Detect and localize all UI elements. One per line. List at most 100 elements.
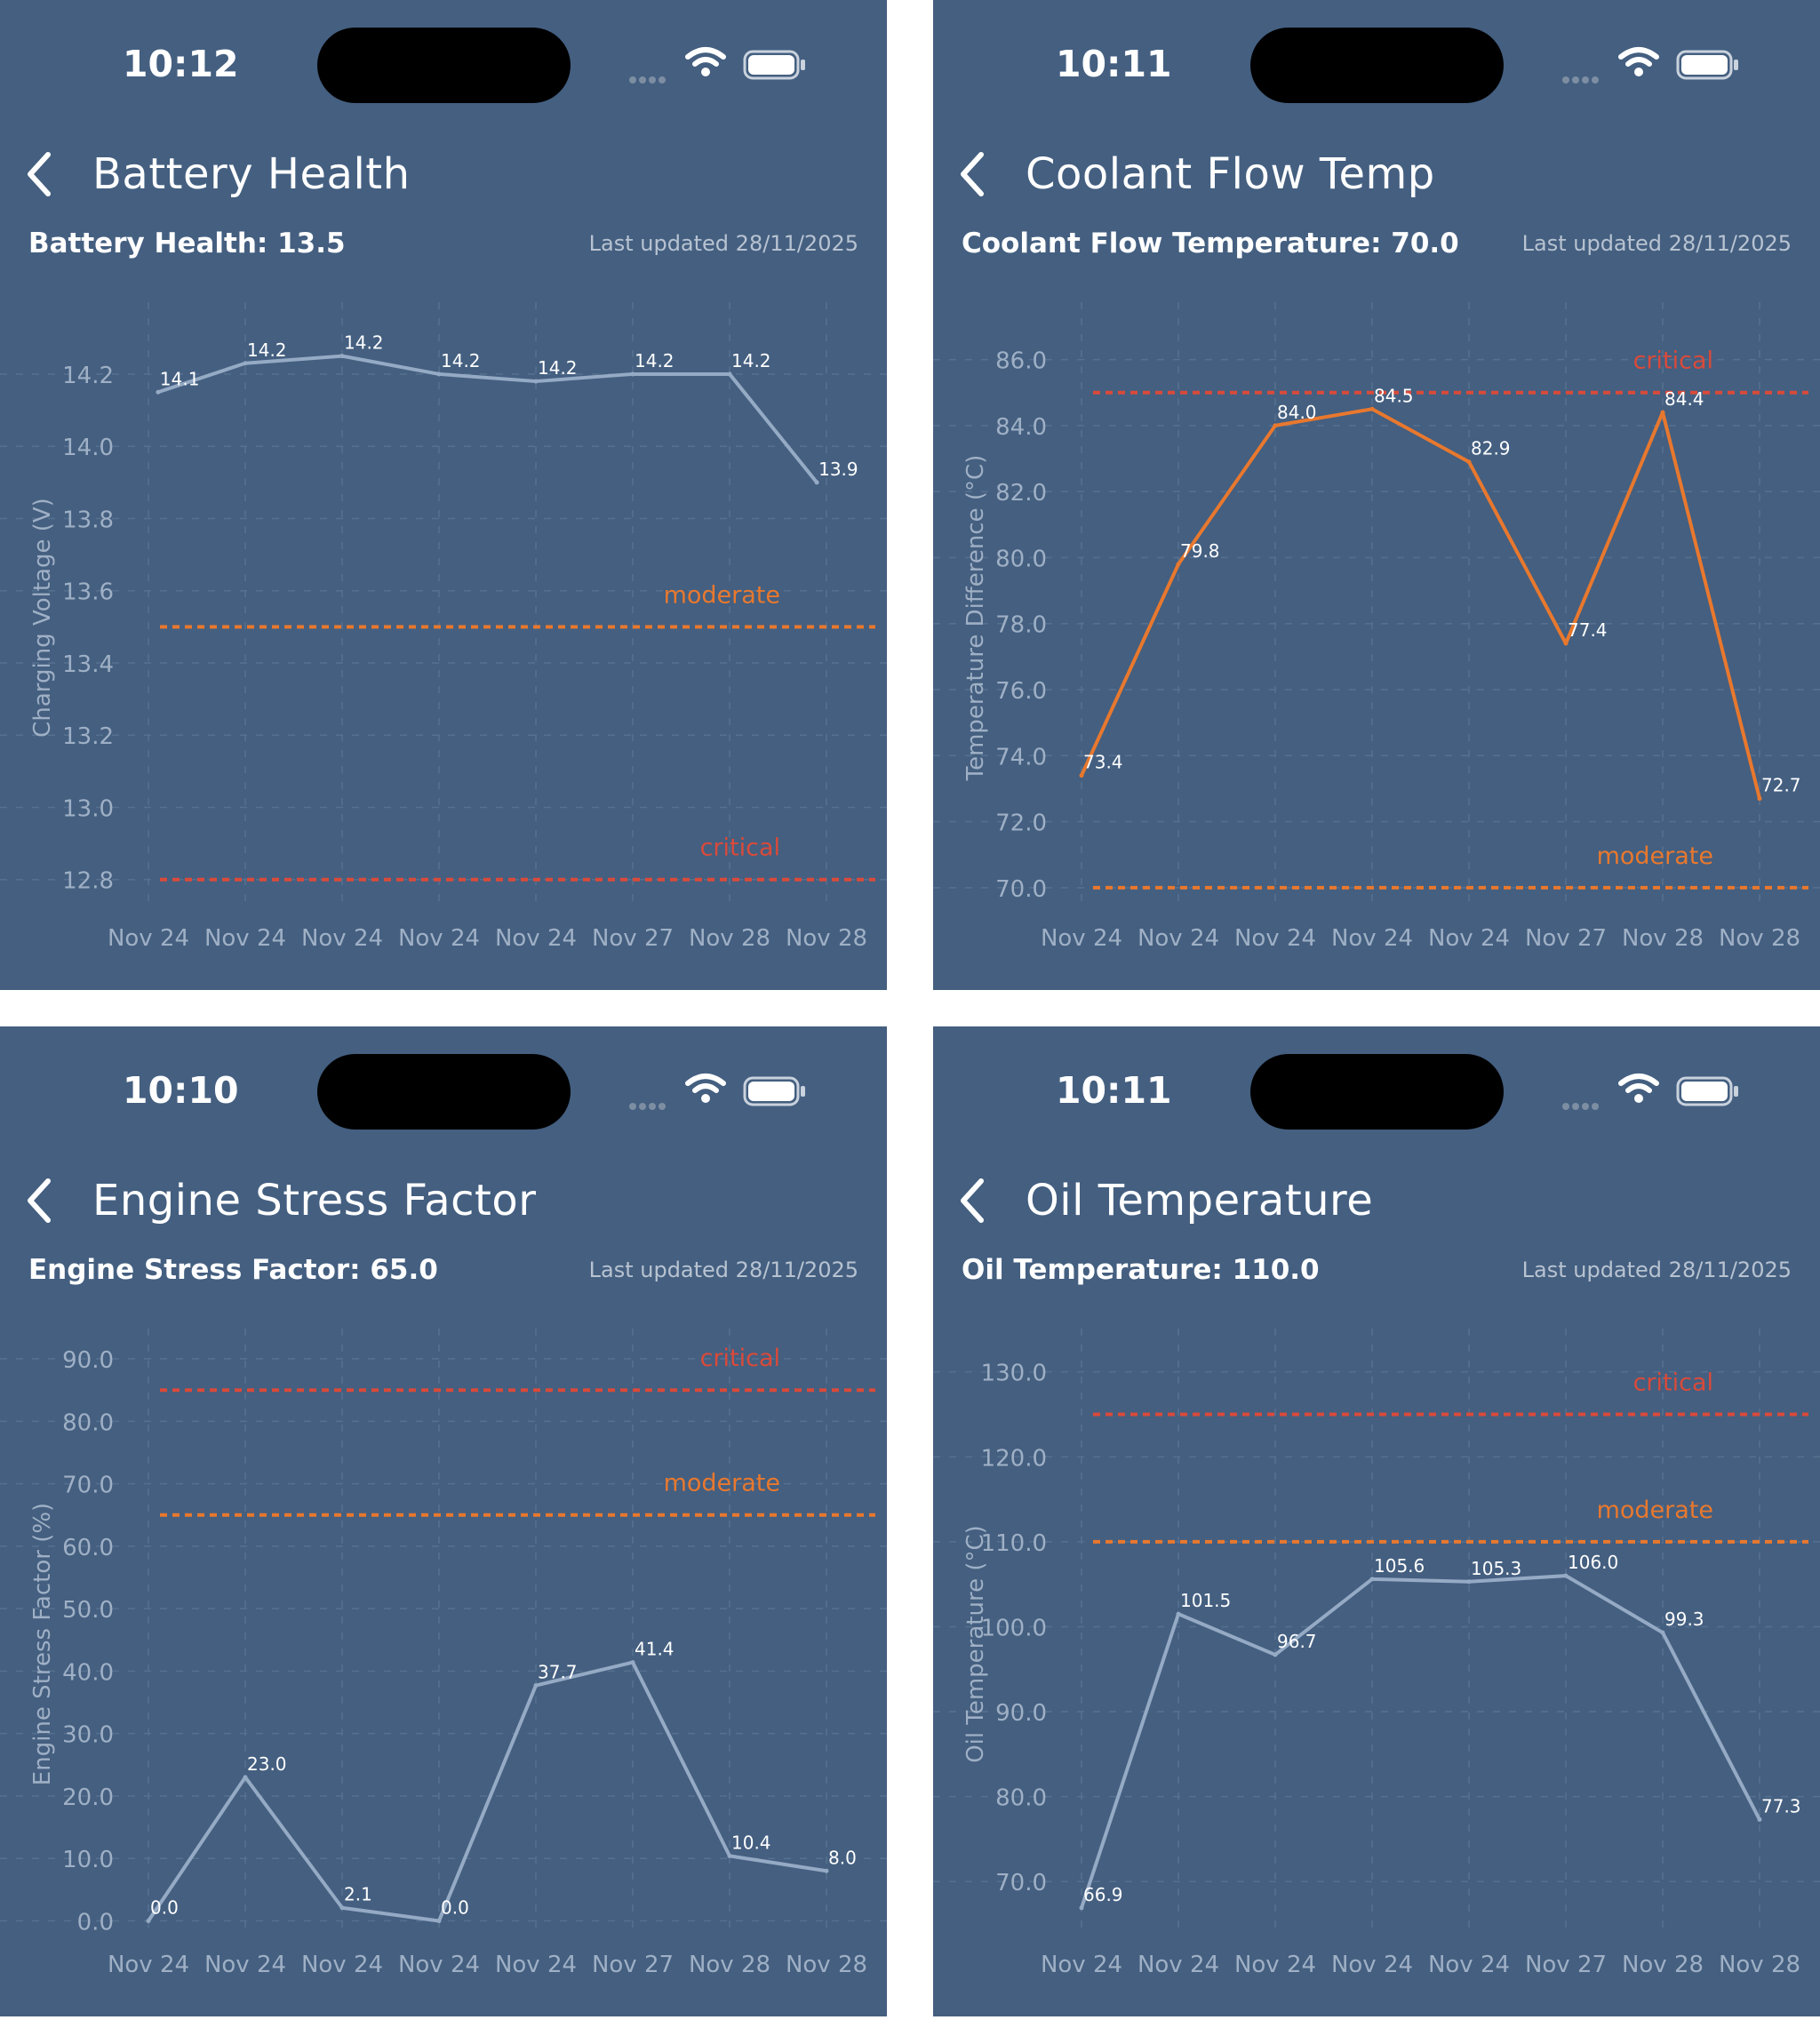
data-point bbox=[1369, 406, 1375, 411]
y-tick-label: 13.2 bbox=[62, 723, 114, 750]
data-label: 13.9 bbox=[818, 459, 858, 480]
x-tick-label: Nov 24 bbox=[1331, 1952, 1413, 1978]
current-value: Engine Stress Factor: 65.0 bbox=[28, 1254, 438, 1286]
cellular-signal-icon bbox=[629, 70, 668, 87]
wifi-icon bbox=[1618, 47, 1659, 76]
y-tick-label: 110.0 bbox=[981, 1530, 1047, 1557]
data-label: 82.9 bbox=[1471, 438, 1511, 459]
data-point bbox=[727, 1853, 732, 1858]
data-point bbox=[1466, 459, 1472, 465]
x-tick-label: Nov 28 bbox=[689, 925, 770, 952]
x-tick-label: Nov 24 bbox=[1331, 925, 1413, 952]
data-label: 14.2 bbox=[538, 357, 578, 379]
data-point bbox=[1757, 1816, 1762, 1822]
x-tick-label: Nov 27 bbox=[592, 1952, 674, 1978]
battery-icon bbox=[1676, 1076, 1738, 1106]
data-label: 72.7 bbox=[1761, 775, 1801, 796]
data-point bbox=[1757, 796, 1762, 802]
dynamic-island bbox=[1250, 1054, 1504, 1130]
data-point bbox=[1273, 1652, 1278, 1657]
x-tick-label: Nov 24 bbox=[1041, 1952, 1122, 1978]
x-tick-label: Nov 24 bbox=[204, 1952, 286, 1978]
data-point bbox=[156, 389, 161, 395]
y-tick-label: 70.0 bbox=[62, 1473, 114, 1499]
data-point bbox=[243, 1775, 248, 1780]
threshold-label-critical: critical bbox=[700, 1345, 780, 1372]
back-chevron-icon[interactable] bbox=[954, 149, 990, 199]
oil-temperature-screen: 10:11 Oil Temperature Oil Temperature: 1… bbox=[933, 1026, 1820, 2016]
data-label: 2.1 bbox=[344, 1884, 372, 1905]
battery-icon bbox=[743, 1076, 805, 1106]
y-tick-label: 130.0 bbox=[981, 1361, 1047, 1387]
y-tick-label: 80.0 bbox=[995, 1785, 1047, 1812]
data-point bbox=[1176, 562, 1181, 567]
data-point bbox=[243, 361, 248, 366]
threshold-label-critical: critical bbox=[1633, 347, 1713, 375]
threshold-label-critical: critical bbox=[700, 834, 780, 862]
data-point bbox=[727, 371, 732, 377]
back-chevron-icon[interactable] bbox=[21, 1176, 57, 1226]
y-tick-label: 70.0 bbox=[995, 876, 1047, 903]
x-tick-label: Nov 24 bbox=[495, 1952, 577, 1978]
x-tick-label: Nov 28 bbox=[1719, 1952, 1800, 1978]
data-point bbox=[146, 1918, 151, 1923]
engine-stress-factor-screen: 10:10 Engine Stress Factor Engine Stress… bbox=[0, 1026, 887, 2016]
cellular-signal-icon bbox=[629, 1097, 668, 1114]
data-label: 105.6 bbox=[1374, 1555, 1425, 1577]
data-label: 73.4 bbox=[1083, 752, 1123, 773]
battery-icon bbox=[1676, 50, 1738, 80]
threshold-label-moderate: moderate bbox=[664, 581, 780, 609]
x-tick-label: Nov 28 bbox=[786, 925, 867, 952]
data-point bbox=[1369, 1577, 1375, 1582]
data-label: 96.7 bbox=[1277, 1631, 1317, 1652]
y-tick-label: 74.0 bbox=[995, 744, 1047, 770]
data-label: 14.2 bbox=[441, 350, 481, 371]
y-tick-label: 50.0 bbox=[62, 1597, 114, 1624]
y-tick-label: 60.0 bbox=[62, 1535, 114, 1561]
y-tick-label: 13.0 bbox=[62, 795, 114, 822]
data-label: 14.2 bbox=[635, 350, 675, 371]
y-tick-label: 80.0 bbox=[995, 546, 1047, 572]
x-tick-label: Nov 28 bbox=[1719, 925, 1800, 952]
status-time: 10:10 bbox=[123, 1069, 239, 1112]
wifi-icon bbox=[685, 1074, 726, 1103]
data-point bbox=[339, 354, 345, 359]
data-label: 77.3 bbox=[1761, 1795, 1801, 1816]
line-chart: 12.8 13.0 13.2 13.4 13.6 13.8 14.0 14.2 Nov 24 No… bbox=[0, 302, 887, 952]
page-title: Coolant Flow Temp bbox=[1026, 149, 1435, 199]
threshold-label-moderate: moderate bbox=[1597, 842, 1713, 870]
x-tick-label: Nov 28 bbox=[689, 1952, 770, 1978]
line-chart: 70.0 80.0 90.0 100.0 110.0 120.0 130.0 Nov 24 No… bbox=[933, 1329, 1820, 1978]
y-tick-label: 12.8 bbox=[62, 868, 114, 895]
back-chevron-icon[interactable] bbox=[21, 149, 57, 199]
last-updated: Last updated 28/11/2025 bbox=[1521, 1258, 1792, 1282]
y-tick-label: 20.0 bbox=[62, 1784, 114, 1811]
data-label: 14.2 bbox=[247, 339, 287, 361]
data-label: 37.7 bbox=[538, 1662, 578, 1683]
data-label: 10.4 bbox=[731, 1832, 771, 1853]
data-point bbox=[533, 1683, 539, 1689]
last-updated: Last updated 28/11/2025 bbox=[1521, 231, 1792, 256]
cellular-signal-icon bbox=[1562, 70, 1601, 87]
battery-health-screen: 10:12 Battery Health Battery Health: 13.… bbox=[0, 0, 887, 990]
data-point bbox=[1273, 423, 1278, 428]
series-line bbox=[1080, 407, 1761, 800]
y-tick-label: 78.0 bbox=[995, 612, 1047, 639]
back-chevron-icon[interactable] bbox=[954, 1176, 990, 1226]
threshold-label-moderate: moderate bbox=[664, 1470, 780, 1497]
data-label: 14.2 bbox=[344, 332, 384, 354]
x-tick-label: Nov 24 bbox=[301, 1952, 383, 1978]
page-title: Engine Stress Factor bbox=[92, 1176, 537, 1226]
x-tick-label: Nov 24 bbox=[495, 925, 577, 952]
y-tick-label: 82.0 bbox=[995, 480, 1047, 507]
y-tick-label: 10.0 bbox=[62, 1847, 114, 1873]
x-tick-label: Nov 24 bbox=[1138, 925, 1219, 952]
data-label: 101.5 bbox=[1180, 1590, 1231, 1611]
y-axis-label: Engine Stress Factor (%) bbox=[29, 1503, 56, 1785]
y-tick-label: 13.8 bbox=[62, 507, 114, 533]
y-tick-label: 30.0 bbox=[62, 1722, 114, 1749]
threshold-label-critical: critical bbox=[1633, 1369, 1713, 1396]
y-tick-label: 14.0 bbox=[62, 435, 114, 461]
x-tick-label: Nov 24 bbox=[398, 925, 480, 952]
data-point bbox=[1563, 1573, 1569, 1578]
